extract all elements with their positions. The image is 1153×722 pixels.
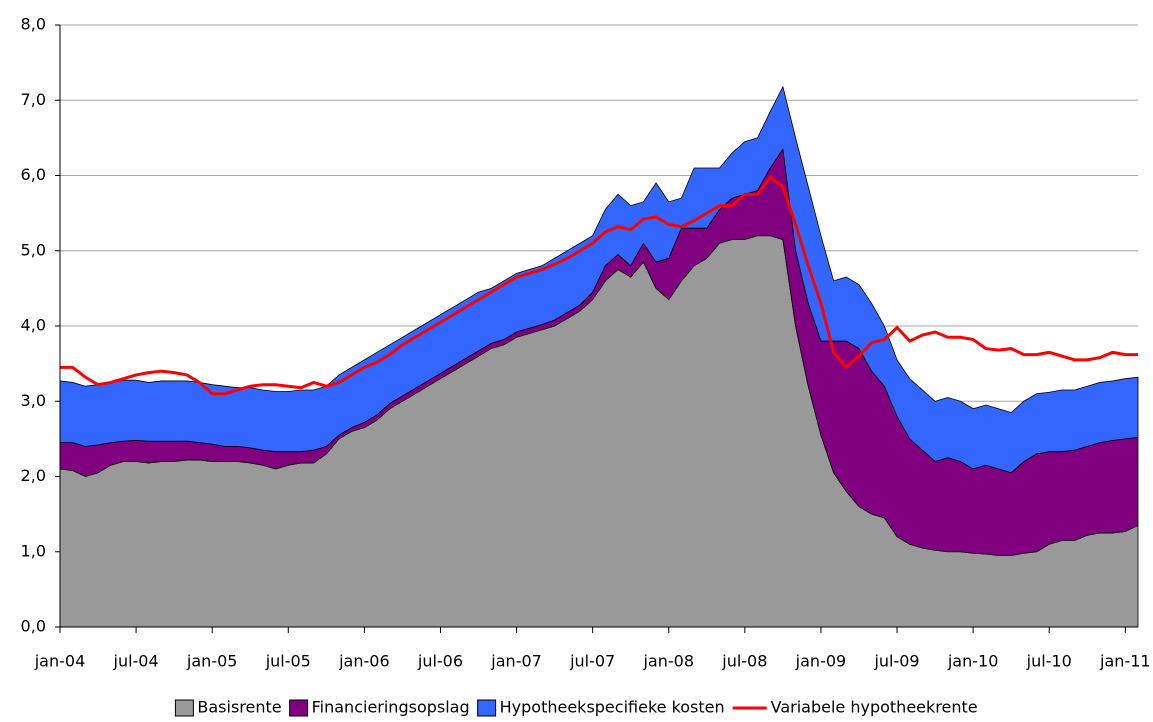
x-tick-label: jul-10 bbox=[1026, 652, 1072, 671]
x-tick-label: jul-06 bbox=[417, 652, 463, 671]
legend-label: Hypotheekspecifieke kosten bbox=[500, 698, 725, 717]
line bbox=[60, 174, 1138, 396]
x-tick-label: jan-07 bbox=[490, 652, 542, 671]
y-tick-label: 0,0 bbox=[21, 617, 46, 636]
x-tick-label: jul-09 bbox=[873, 652, 919, 671]
legend-swatch bbox=[174, 699, 194, 717]
x-tick-label: jan-09 bbox=[795, 652, 847, 671]
x-tick-label: jul-07 bbox=[569, 652, 615, 671]
x-tick-label: jul-04 bbox=[113, 652, 159, 671]
x-tick-label: jan-05 bbox=[186, 652, 238, 671]
legend-swatch bbox=[289, 699, 309, 717]
x-tick-label: jan-11 bbox=[1099, 652, 1151, 671]
legend-label: Basisrente bbox=[197, 698, 281, 717]
y-tick-label: 3,0 bbox=[21, 391, 46, 410]
legend-swatch bbox=[477, 699, 497, 717]
y-tick-label: 1,0 bbox=[21, 541, 46, 560]
x-tick-label: jan-04 bbox=[34, 652, 86, 671]
x-tick-label: jan-10 bbox=[947, 652, 999, 671]
y-tick-label: 6,0 bbox=[21, 165, 46, 184]
legend-label: Variabele hypotheekrente bbox=[771, 698, 978, 717]
x-tick-label: jul-08 bbox=[721, 652, 767, 671]
y-tick-label: 5,0 bbox=[21, 240, 46, 259]
area bbox=[59, 85, 1139, 474]
y-tick-label: 8,0 bbox=[21, 15, 46, 34]
y-tick-label: 7,0 bbox=[21, 90, 46, 109]
x-tick-label: jul-05 bbox=[265, 652, 311, 671]
y-tick-label: 2,0 bbox=[21, 466, 46, 485]
y-tick-label: 4,0 bbox=[21, 316, 46, 335]
x-tick-label: jan-08 bbox=[642, 652, 694, 671]
legend-label: Financieringsopslag bbox=[312, 698, 470, 717]
x-tick-label: jan-06 bbox=[338, 652, 390, 671]
